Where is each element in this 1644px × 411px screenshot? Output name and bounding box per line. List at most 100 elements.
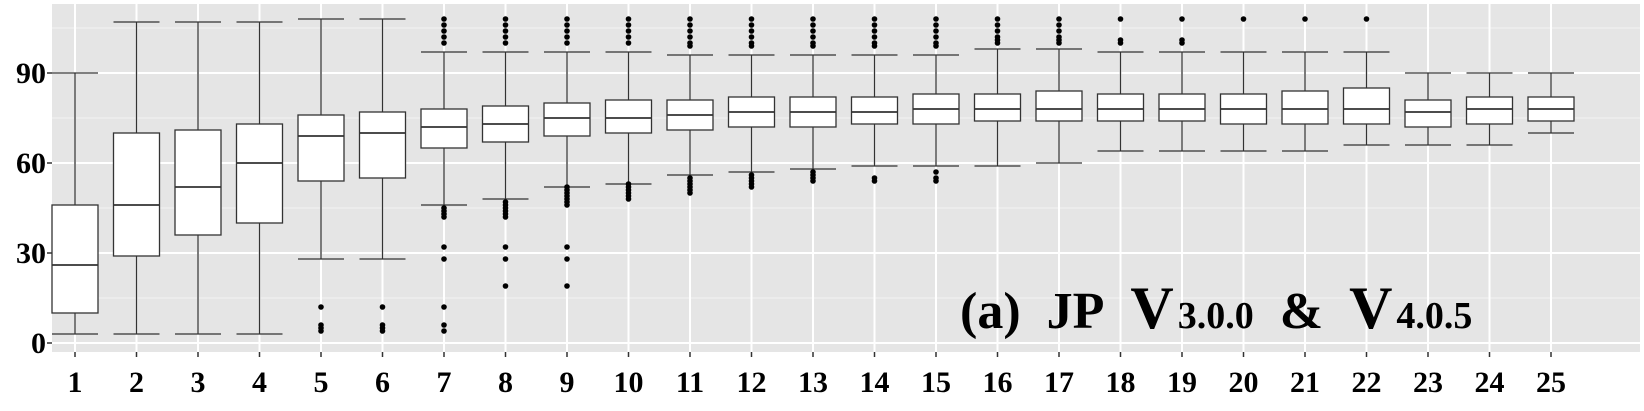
x-tick-label: 14 [860, 366, 890, 399]
x-tick-label: 2 [129, 366, 144, 399]
outlier-point [994, 16, 1001, 22]
x-tick-label: 16 [983, 366, 1013, 399]
x-tick-label: 12 [737, 366, 767, 399]
box-iqr [543, 102, 591, 137]
outlier-point [1056, 16, 1062, 22]
box-7 [420, 16, 468, 334]
y-tick-label: 0 [31, 327, 46, 360]
x-tick-label: 20 [1229, 366, 1259, 399]
outlier-point [687, 28, 693, 34]
outlier-point [1056, 28, 1062, 34]
box-13 [789, 16, 837, 184]
outlier-point [318, 304, 324, 310]
outlier-point [933, 22, 939, 28]
outlier-point [1117, 37, 1124, 43]
outlier-point [441, 34, 447, 40]
outlier-point [1056, 34, 1062, 40]
x-tick-label: 7 [437, 366, 452, 399]
x-tick-label: 17 [1044, 366, 1074, 399]
x-tick-label: 25 [1536, 366, 1566, 399]
box-12 [727, 16, 776, 190]
box-1 [51, 72, 99, 335]
outlier-point [687, 34, 693, 40]
box-iqr [1281, 90, 1329, 125]
box-25 [1527, 72, 1575, 134]
y-tick-label: 90 [16, 57, 46, 90]
annotation-v2-version: 4.0.5 [1396, 295, 1472, 337]
outlier-point [871, 40, 878, 46]
x-tick-label: 19 [1167, 366, 1197, 399]
y-tick-label: 30 [16, 237, 46, 270]
annotation-v1-letter: V [1130, 275, 1173, 341]
outlier-point [871, 28, 878, 34]
outlier-point [502, 283, 509, 289]
outlier-point [564, 283, 570, 289]
outlier-point [625, 16, 632, 22]
box-4 [235, 21, 284, 335]
outlier-point [1363, 16, 1370, 22]
x-tick-label: 4 [252, 366, 267, 399]
outlier-point [933, 40, 939, 46]
outlier-point [441, 244, 447, 250]
outlier-point [1056, 22, 1062, 28]
outlier-point [441, 22, 447, 28]
outlier-point [933, 175, 939, 181]
outlier-point [748, 172, 755, 178]
outlier-point [1302, 16, 1308, 22]
x-tick-label: 23 [1413, 366, 1443, 399]
box-iqr [235, 123, 284, 224]
box-23 [1404, 72, 1452, 146]
outlier-point [748, 34, 755, 40]
box-iqr [604, 99, 653, 134]
box-iqr [1342, 87, 1391, 125]
outlier-point [810, 16, 816, 22]
outlier-point [564, 34, 570, 40]
outlier-point [871, 22, 878, 28]
box-iqr [297, 114, 345, 182]
outlier-point [625, 181, 632, 187]
outlier-point [748, 40, 755, 46]
outlier-point [502, 28, 509, 34]
outlier-point [687, 16, 693, 22]
x-tick-label: 21 [1290, 366, 1320, 399]
outlier-point [1179, 37, 1185, 43]
box-iqr [420, 108, 468, 149]
outlier-point [748, 22, 755, 28]
y-tick-label: 60 [16, 147, 46, 180]
box-6 [358, 18, 407, 334]
outlier-point [933, 28, 939, 34]
box-iqr [51, 204, 99, 314]
outlier-point [502, 16, 509, 22]
outlier-point [441, 205, 447, 211]
outlier-point [379, 304, 386, 310]
outlier-point [933, 169, 939, 175]
box-iqr [850, 96, 899, 125]
outlier-point [441, 16, 447, 22]
outlier-point [933, 34, 939, 40]
outlier-point [441, 304, 447, 310]
outlier-point [994, 28, 1001, 34]
outlier-point [564, 244, 570, 250]
box-10 [604, 16, 653, 202]
outlier-point [625, 40, 632, 46]
box-19 [1158, 16, 1206, 152]
outlier-point [441, 40, 447, 46]
annotation-name: JP [1047, 283, 1105, 340]
outlier-point [748, 16, 755, 22]
box-iqr [1035, 90, 1083, 122]
x-tick-label: 3 [191, 366, 206, 399]
outlier-point [810, 40, 816, 46]
box-9 [543, 16, 591, 289]
outlier-point [871, 34, 878, 40]
outlier-point [994, 34, 1001, 40]
chart-annotation: (a) JP V 3.0.0 & V 4.0.5 [960, 275, 1472, 341]
box-22 [1342, 16, 1391, 146]
outlier-point [564, 40, 570, 46]
x-tick-label: 9 [560, 366, 575, 399]
box-iqr [1096, 93, 1145, 122]
outlier-point [441, 322, 447, 328]
box-iqr [1158, 93, 1206, 122]
box-14 [850, 16, 899, 184]
x-tick-label: 24 [1475, 366, 1505, 399]
